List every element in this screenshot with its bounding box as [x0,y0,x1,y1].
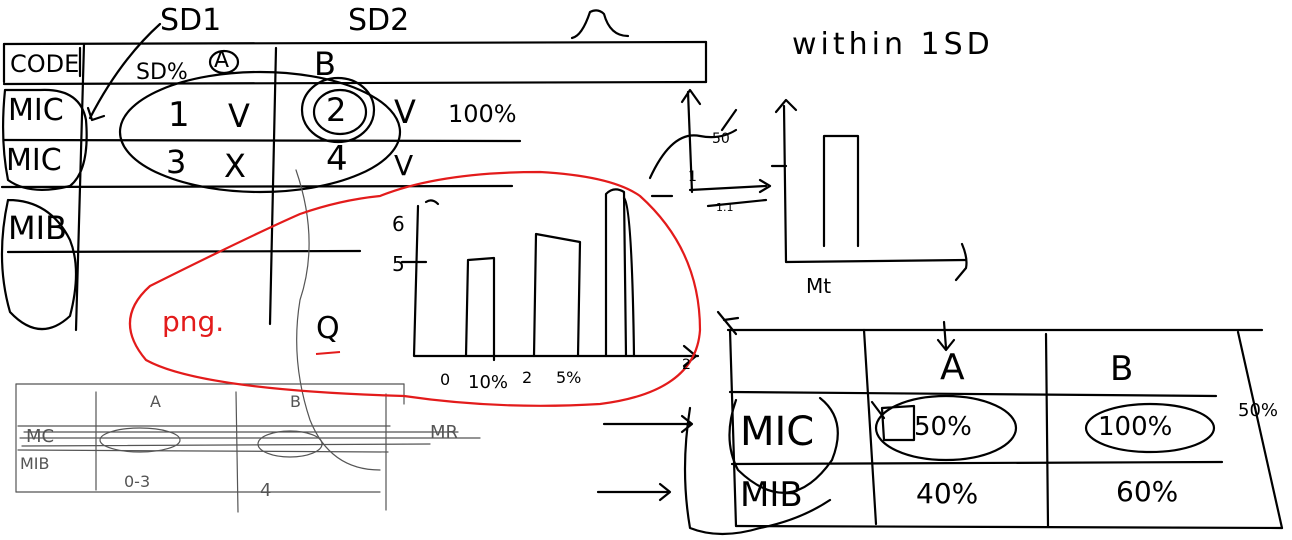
mini-row1-tail: MR [430,422,459,443]
row1-a-mark: V [228,97,250,135]
small-chart-label-50: 50 [712,131,730,147]
mini-row2-a-value: 0-3 [124,472,151,491]
top-table-value-circles [118,49,402,194]
sd1-header: SD1 [160,3,222,38]
mini-row2-b-value: 4 [260,480,272,501]
bar-y-tick-5: 5 [392,252,405,276]
row2-a-mark: X [224,147,246,185]
row1-note: 100% [448,100,517,128]
bottom-table-loops [683,394,1216,536]
row2-b-mark: V [394,149,414,182]
bar-x-tick-4: 2 [682,357,691,373]
top-table-grid [0,40,708,332]
bar-y-tick-6: 6 [392,212,405,236]
row2-label: MIC [6,143,62,178]
row2-b-value: 4 [326,139,348,179]
png-annotation: png. [162,305,225,338]
row1-b-mark: V [394,93,416,131]
bottom-row2-label: MIB [740,475,803,515]
small-chart-label-1: 1 [688,169,697,185]
bar-x-tick-2: 2 [522,368,533,387]
row2-a-value: 3 [166,143,187,181]
bottom-table-grid [716,310,1284,530]
small-chart-label-1-1: 1.1 [716,201,734,214]
row1-b-value: 2 [326,91,347,129]
small-chart [648,88,772,208]
right-chart-x-label: Mt [806,274,832,298]
mini-row1-label: MC [26,426,55,447]
red-enclosing-loop [128,170,702,407]
bottom-row1-label: MIC [740,409,815,455]
pencil-curve [295,169,381,471]
bell-curve-symbol [570,9,630,40]
bottom-row2-b-value: 60% [1116,475,1179,508]
top-table-label-loops [0,88,88,331]
bottom-side-note: 50% [1238,400,1279,421]
bottom-col-a: A [940,347,965,388]
sd-percent-label: SD% [136,60,188,85]
q-annotation: Q [316,311,340,346]
bar-chart-axes [400,199,700,368]
code-label: CODE [10,50,80,78]
mini-row2-label: MIB [20,454,50,473]
row3-label: MIB [8,209,67,247]
row1-a-value: 1 [168,95,190,135]
bar-x-tick-1: 10% [468,372,509,393]
mini-col-a: A [150,392,161,411]
right-chart [770,98,968,282]
bar-x-tick-0: 0 [440,370,451,389]
mini-table [15,383,481,513]
within-1sd-label: within 1SD [792,27,994,62]
bar-chart-bars [464,188,636,362]
bottom-row1-b-value: 100% [1098,412,1173,442]
col-b-header: B [314,45,336,83]
col-a-header: A [214,48,230,73]
mini-col-b: B [290,392,301,411]
q-underline [315,351,341,355]
bottom-row2-a-value: 40% [916,477,979,510]
sd1-pointer-arrow [86,22,162,122]
bell-header: Λ [598,2,599,4]
row1-label: MIC [8,93,64,128]
sd2-header: SD2 [348,3,410,38]
bottom-table-arrows [596,320,956,502]
bar-x-tick-3: 5% [556,368,582,387]
bottom-col-b: B [1110,349,1134,389]
bottom-row1-a-value: 50% [914,412,972,442]
